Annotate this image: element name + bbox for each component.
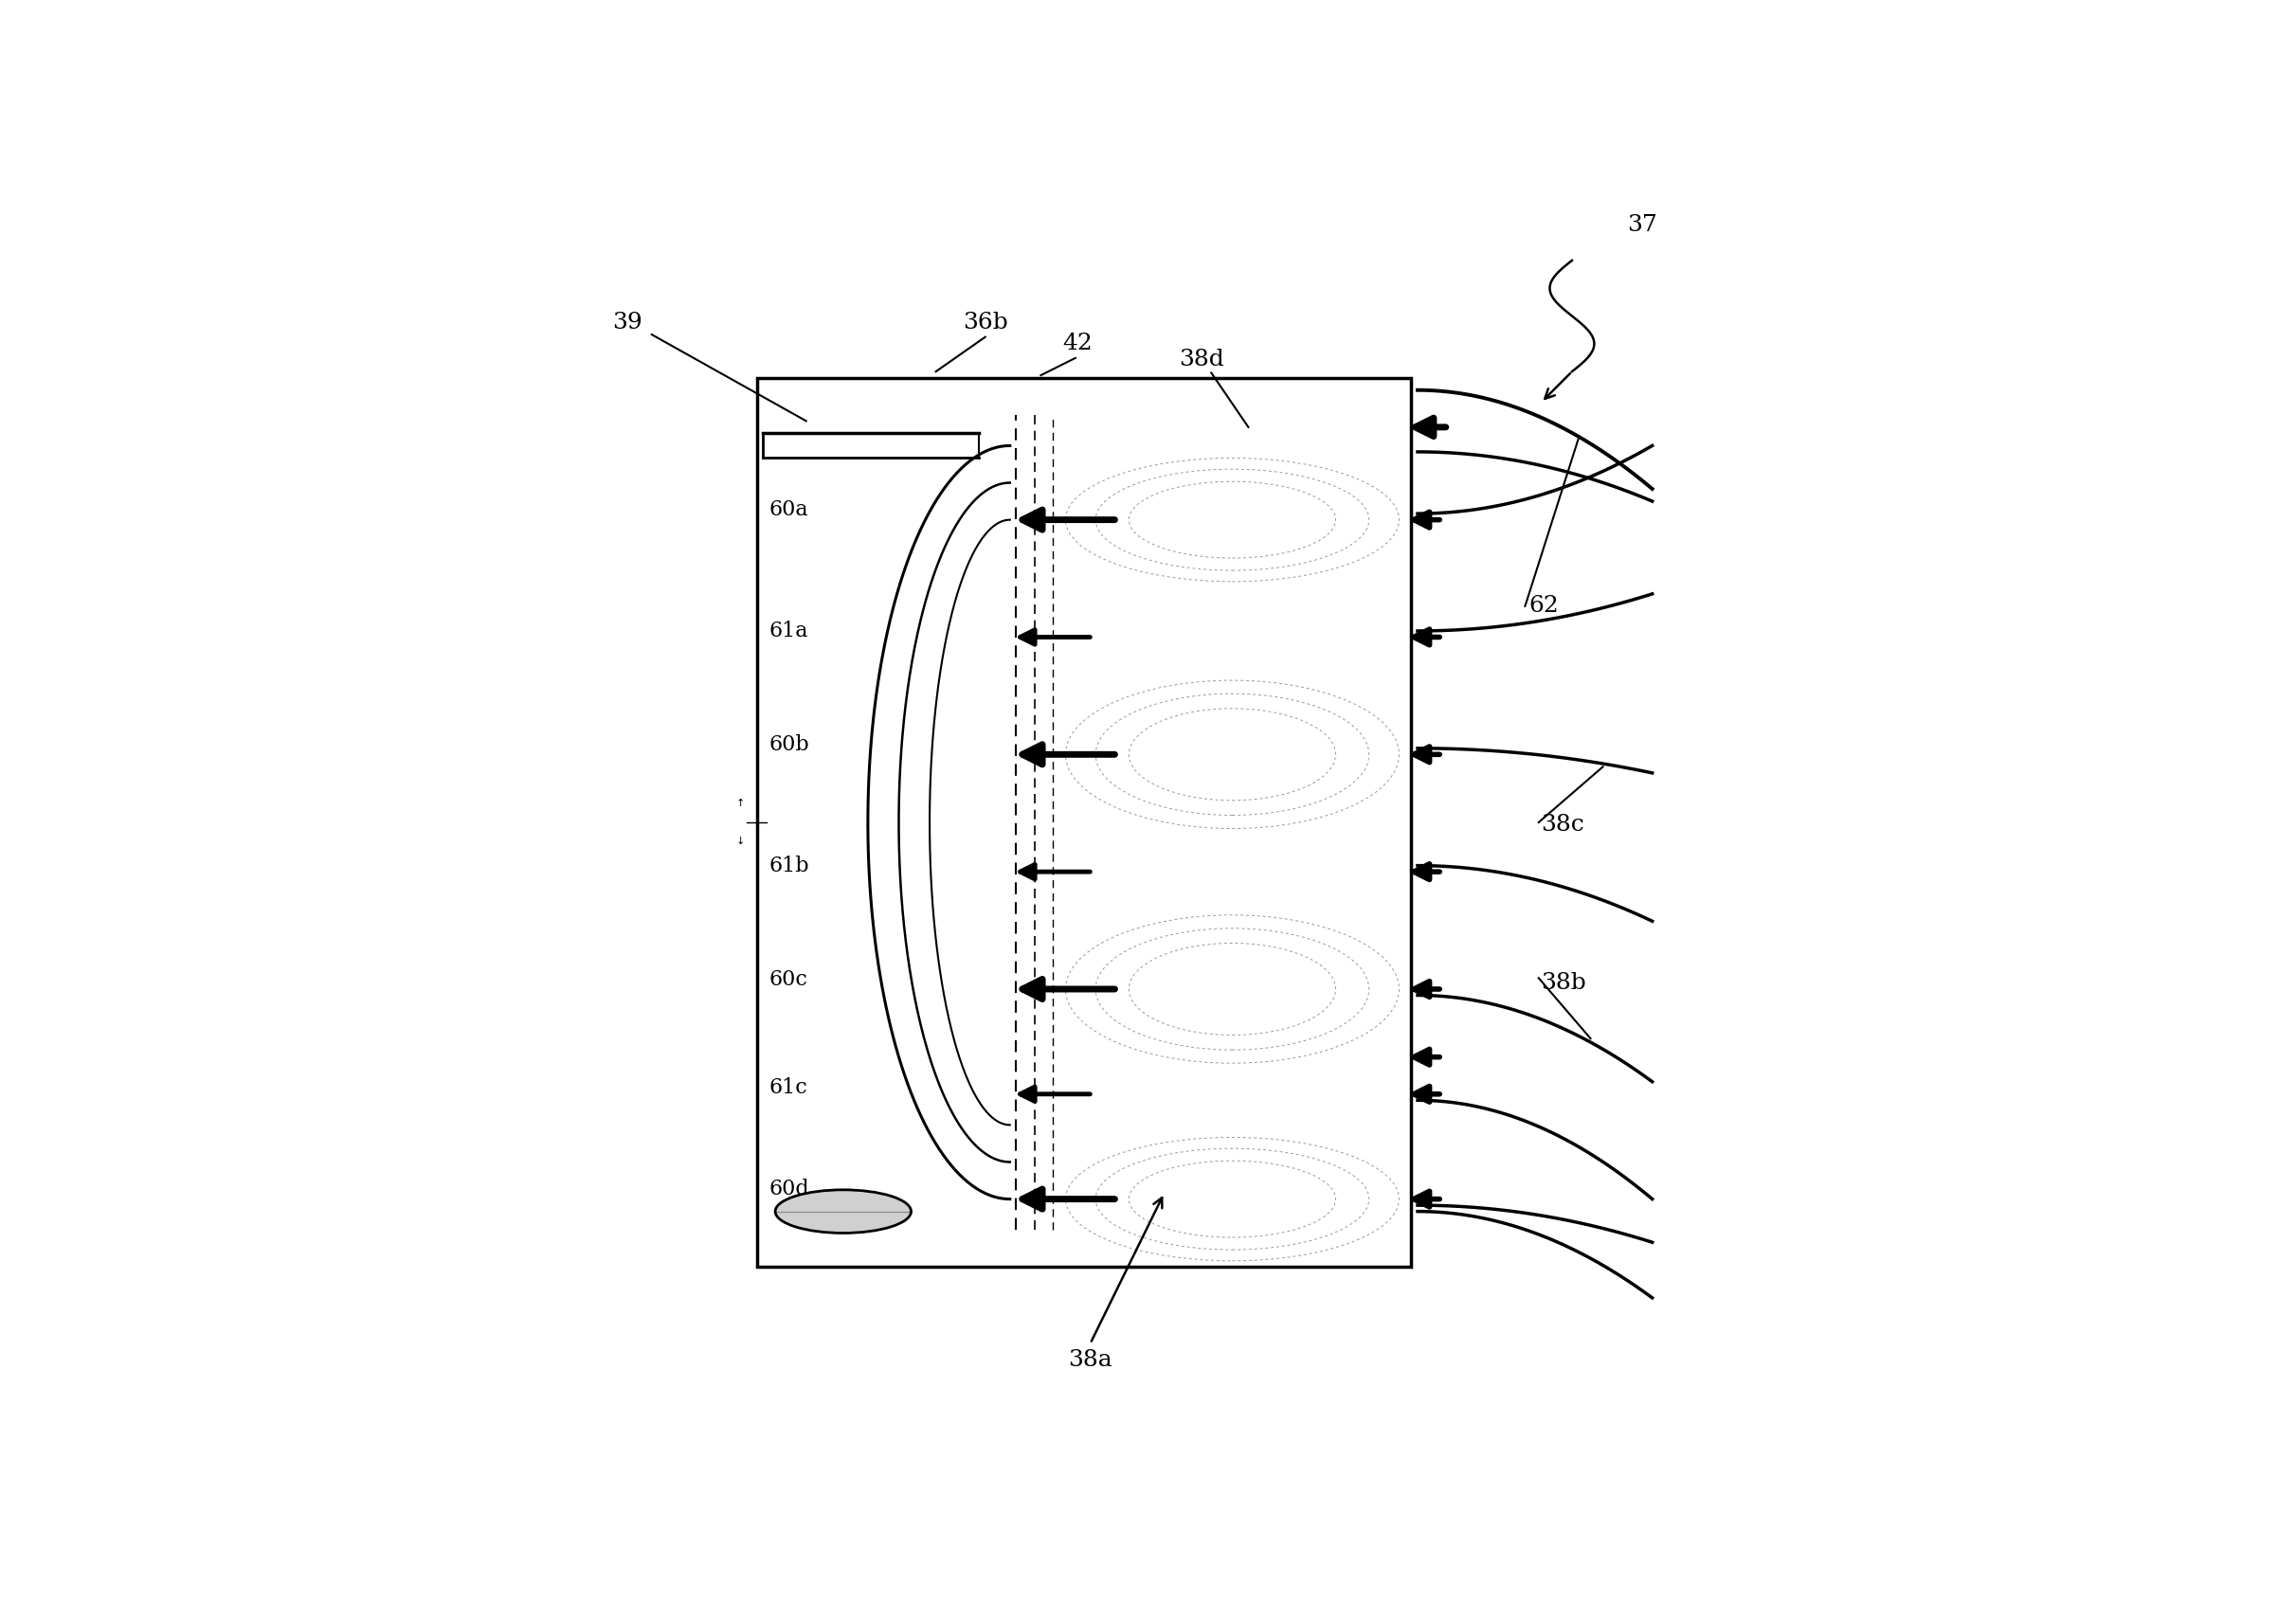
Text: 62: 62 (1529, 595, 1559, 618)
Text: 60a: 60a (769, 499, 808, 520)
Text: 61c: 61c (769, 1078, 808, 1099)
Text: 38d: 38d (1178, 348, 1224, 371)
Text: 37: 37 (1628, 213, 1658, 236)
Text: ↑: ↑ (737, 799, 746, 808)
Text: 36b: 36b (962, 311, 1008, 334)
Ellipse shape (776, 1190, 912, 1233)
Text: 61b: 61b (769, 855, 810, 876)
Text: 60c: 60c (769, 969, 808, 990)
Text: 60b: 60b (769, 735, 810, 755)
Text: 38a: 38a (1068, 1349, 1111, 1370)
Text: 39: 39 (613, 311, 643, 334)
Text: 38c: 38c (1541, 813, 1584, 836)
Text: 42: 42 (1063, 332, 1093, 354)
Text: 61a: 61a (769, 621, 808, 642)
Text: 38b: 38b (1541, 972, 1587, 994)
Bar (758, 379, 1412, 1267)
Text: ↓: ↓ (737, 836, 746, 845)
Text: 60d: 60d (769, 1179, 810, 1200)
